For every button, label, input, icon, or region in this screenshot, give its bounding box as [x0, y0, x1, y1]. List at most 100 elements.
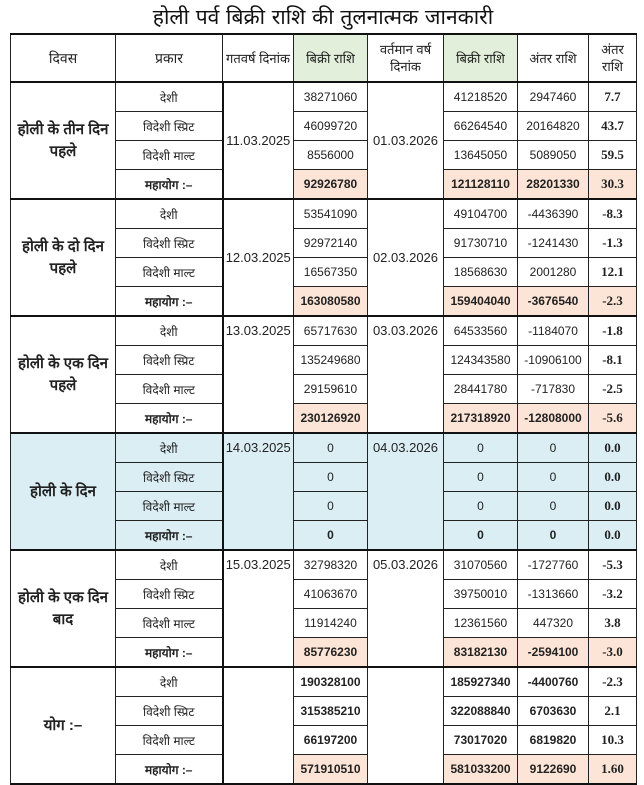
pct-cell: -3.2	[588, 579, 637, 609]
diff-cell: 6819820	[517, 725, 589, 755]
diff-cell: -4400760	[517, 666, 589, 697]
diff-cell: -2594100	[517, 637, 589, 668]
total-row: महायोग :– 163080580 159404040 -3676540 -2.3	[11, 286, 637, 317]
header-pct: अंतर राशि	[588, 33, 637, 83]
cur-date-cell: 03.03.2026	[367, 315, 444, 434]
type-cell: महायोग :–	[115, 754, 223, 785]
diff-cell: -1241430	[517, 228, 589, 258]
type-cell: देशी	[115, 432, 223, 463]
table-row: विदेशी माल्ट 29159610 28441780 -717830 -2.5	[11, 374, 637, 404]
table-row: होली के तीन दिन पहले देशी 11.03.2025 382710…	[10, 81, 637, 200]
pct-cell: 0.0	[588, 520, 637, 551]
cur-sale-cell: 581033200	[443, 754, 518, 785]
section-1: होली के तीन दिन पहले देशी 11.03.2025 382710…	[10, 81, 637, 200]
type-cell: विदेशी माल्ट	[115, 725, 223, 755]
prev-sale-cell: 230126920	[293, 403, 368, 434]
cur-sale-cell: 0	[443, 432, 518, 463]
pct-cell: 43.7	[588, 111, 637, 141]
prev-date-cell: 12.03.2025	[221, 198, 294, 317]
diff-cell: -1184070	[517, 315, 589, 346]
diff-cell: -1313660	[517, 579, 589, 609]
day-cell: होली के दिन	[10, 432, 116, 551]
section-6: योग :– देशी 190328100 185927340 -4400760 -2.3…	[10, 666, 637, 785]
prev-date-cell: 15.03.2025	[221, 549, 294, 668]
diff-cell: 6703630	[517, 696, 589, 726]
type-cell: विदेशी माल्ट	[115, 140, 223, 170]
day-cell: होली के एक दिन बाद	[10, 549, 116, 668]
pct-cell: 12.1	[588, 257, 637, 287]
pct-cell: 7.7	[588, 81, 637, 112]
pct-cell: 59.5	[588, 140, 637, 170]
pct-cell: -1.8	[588, 315, 637, 346]
table-row: विदेशी स्प्रिट 0 0 0 0.0	[11, 462, 637, 492]
prev-sale-cell: 29159610	[293, 374, 368, 404]
prev-sale-cell: 163080580	[293, 286, 368, 317]
diff-cell: 2001280	[517, 257, 589, 287]
cur-date-cell	[367, 666, 444, 785]
table-row: विदेशी माल्ट 8556000 13645050 5089050 59.5	[11, 140, 637, 170]
header-day: दिवस	[10, 33, 116, 83]
diff-cell: -717830	[517, 374, 589, 404]
table-row: विदेशी माल्ट 66197200 73017020 6819820 10.3	[11, 725, 637, 755]
header-diff: अंतर राशि	[517, 33, 589, 83]
header-prev-date: गतवर्ष दिनांक	[222, 33, 294, 83]
type-cell: महायोग :–	[115, 403, 223, 434]
total-row: महायोग :– 92926780 121128110 28201330 30.3	[11, 169, 637, 200]
prev-sale-cell: 92972140	[293, 228, 368, 258]
type-cell: विदेशी स्प्रिट	[115, 696, 223, 726]
type-cell: देशी	[115, 549, 223, 580]
table-row: होली के दो दिन पहले देशी 12.03.2025 5354109…	[10, 198, 637, 317]
table-row: होली के एक दिन बाद देशी 15.03.2025 32798320…	[10, 549, 637, 668]
cur-date-cell: 02.03.2026	[367, 198, 444, 317]
type-cell: विदेशी माल्ट	[115, 374, 223, 404]
header-prev-sale: बिक्री राशि	[293, 33, 368, 83]
section-4: होली के दिन देशी 14.03.2025 0 04.03.2026 0 0 0.…	[10, 432, 637, 551]
type-cell: महायोग :–	[115, 637, 223, 668]
table-row: विदेशी माल्ट 16567350 18568630 2001280 12.1	[11, 257, 637, 287]
header-cur-sale: बिक्री राशि	[443, 33, 518, 83]
type-cell: देशी	[115, 315, 223, 346]
pct-cell: -3.0	[588, 637, 637, 668]
prev-sale-cell: 190328100	[293, 666, 368, 697]
table-row: योग :– देशी 190328100 185927340 -4400760 -2.3	[10, 666, 637, 785]
table-row: विदेशी स्प्रिट 46099720 66264540 20164820 43…	[11, 111, 637, 141]
cur-sale-cell: 83182130	[443, 637, 518, 668]
pct-cell: 3.8	[588, 608, 637, 638]
prev-date-cell: 11.03.2025	[221, 81, 294, 200]
cur-date-cell: 05.03.2026	[367, 549, 444, 668]
type-cell: महायोग :–	[115, 520, 223, 551]
cur-sale-cell: 49104700	[443, 198, 518, 229]
cur-sale-cell: 64533560	[443, 315, 518, 346]
prev-sale-cell: 92926780	[293, 169, 368, 200]
diff-cell: -1727760	[517, 549, 589, 580]
table-row: विदेशी माल्ट 0 0 0 0.0	[11, 491, 637, 521]
diff-cell: 2947460	[517, 81, 589, 112]
cur-sale-cell: 159404040	[443, 286, 518, 317]
cur-sale-cell: 91730710	[443, 228, 518, 258]
prev-sale-cell: 0	[293, 520, 368, 551]
cur-sale-cell: 28441780	[443, 374, 518, 404]
cur-date-cell: 01.03.2026	[367, 81, 444, 200]
type-cell: देशी	[115, 198, 223, 229]
cur-sale-cell: 12361560	[443, 608, 518, 638]
diff-cell: 20164820	[517, 111, 589, 141]
prev-date-cell: 13.03.2025	[221, 315, 294, 434]
type-cell: विदेशी स्प्रिट	[115, 579, 223, 609]
prev-sale-cell: 46099720	[293, 111, 368, 141]
pct-cell: -2.5	[588, 374, 637, 404]
table-row: विदेशी माल्ट 11914240 12361560 447320 3.8	[11, 608, 637, 638]
cur-sale-cell: 13645050	[443, 140, 518, 170]
prev-sale-cell: 66197200	[293, 725, 368, 755]
header-row: दिवस प्रकार गतवर्ष दिनांक बिक्री राशि वर…	[10, 33, 637, 83]
pct-cell: 0.0	[588, 491, 637, 521]
prev-sale-cell: 0	[293, 462, 368, 492]
diff-cell: 0	[517, 432, 589, 463]
section-3: होली के एक दिन पहले देशी 13.03.2025 6571763…	[10, 315, 637, 434]
cur-date-cell: 04.03.2026	[367, 432, 444, 551]
pct-cell: -1.3	[588, 228, 637, 258]
diff-cell: 0	[517, 520, 589, 551]
page-title: होली पर्व बिक्री राशि की तुलनात्मक जानका…	[152, 5, 494, 29]
total-row: महायोग :– 230126920 217318920 -12808000 -5.6	[11, 403, 637, 434]
type-cell: महायोग :–	[115, 286, 223, 317]
diff-cell: 447320	[517, 608, 589, 638]
